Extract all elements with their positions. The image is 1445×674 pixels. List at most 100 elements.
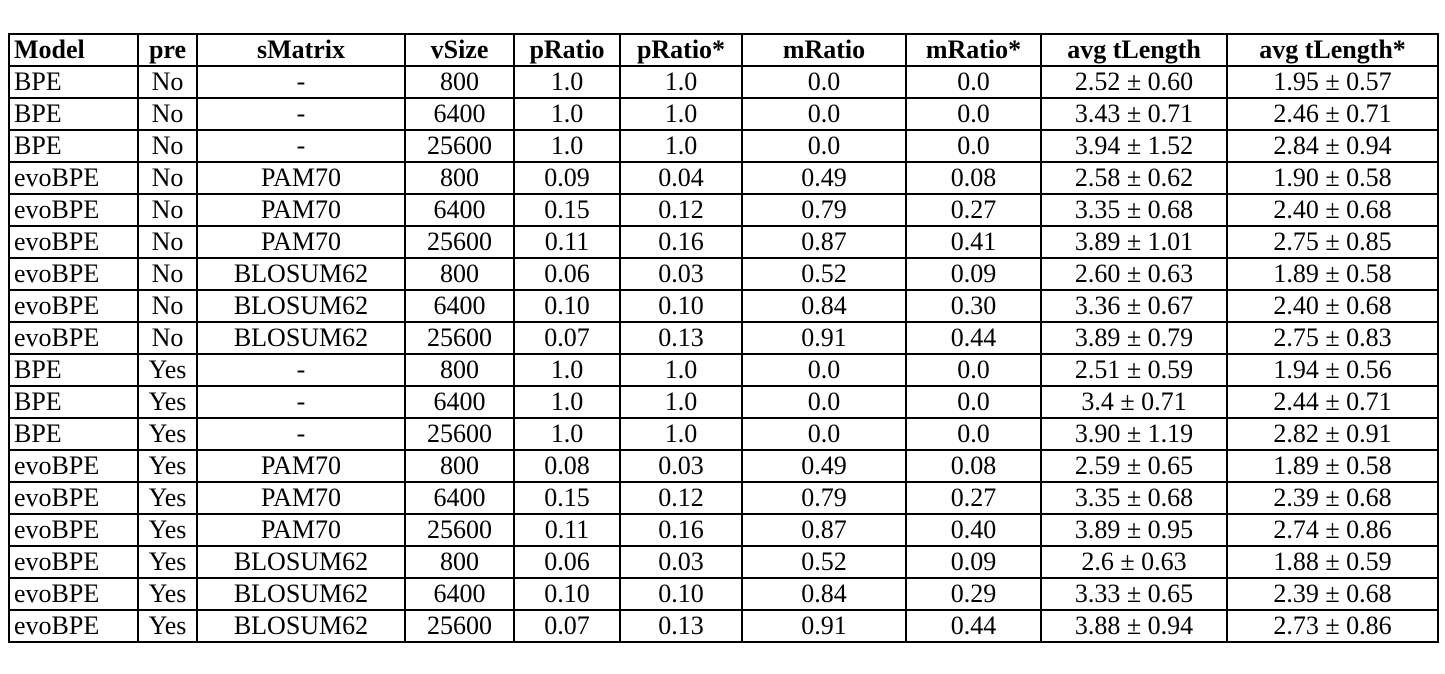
table-cell: BPE	[8, 385, 139, 419]
table-row: evoBPE Yes PAM70 6400 0.15 0.12 0.79 0.27 3.35 ±…	[8, 481, 1439, 515]
table-row: evoBPE Yes BLOSUM62 25600 0.07 0.13 0.91 0.44 3.…	[8, 609, 1439, 643]
table-cell: BLOSUM62	[196, 545, 406, 579]
table-cell: PAM70	[196, 161, 406, 195]
header-row: Model pre sMatrix vSize pRatio pRatio* mRatio m…	[8, 33, 1439, 67]
table-cell: 0.0	[741, 417, 907, 451]
table-cell: 25600	[404, 417, 515, 451]
table-row: evoBPE No BLOSUM62 800 0.06 0.03 0.52 0.09 2.60 …	[8, 257, 1439, 291]
table-cell: 2.39 ± 0.68	[1226, 481, 1439, 515]
table-cell: evoBPE	[8, 321, 139, 355]
table-cell: BLOSUM62	[196, 289, 406, 323]
table-cell: 0.79	[741, 193, 907, 227]
table-cell: 2.44 ± 0.71	[1226, 385, 1439, 419]
table-cell: evoBPE	[8, 257, 139, 291]
table-row: evoBPE Yes PAM70 800 0.08 0.03 0.49 0.08 2.59 ± …	[8, 449, 1439, 483]
table-row: evoBPE No PAM70 800 0.09 0.04 0.49 0.08 2.58 ± 0…	[8, 161, 1439, 195]
table-cell: -	[196, 385, 406, 419]
table-cell: 0.87	[741, 513, 907, 547]
table-cell: 0.0	[905, 97, 1042, 131]
table-cell: evoBPE	[8, 545, 139, 579]
table-cell: 3.33 ± 0.65	[1040, 577, 1228, 611]
table-cell: 1.0	[513, 417, 621, 451]
table-cell: 1.0	[513, 65, 621, 99]
table-row: BPE No -6400 1.0 1.0 0.0 0.0 3.43 ± 0.71 2.46 ± …	[8, 97, 1439, 131]
table-cell: 3.90 ± 1.19	[1040, 417, 1228, 451]
table-cell: PAM70	[196, 481, 406, 515]
table-cell: 6400	[404, 481, 515, 515]
table-cell: 0.0	[905, 353, 1042, 387]
table-cell: 0.10	[619, 289, 743, 323]
table-cell: evoBPE	[8, 609, 139, 643]
table-cell: Yes	[137, 385, 198, 419]
table-cell: -	[196, 417, 406, 451]
table-cell: BPE	[8, 97, 139, 131]
table-cell: 0.10	[513, 577, 621, 611]
table-cell: 25600	[404, 609, 515, 643]
table-cell: 0.16	[619, 513, 743, 547]
table-cell: Yes	[137, 545, 198, 579]
table-cell: 0.10	[513, 289, 621, 323]
table-cell: 0.87	[741, 225, 907, 259]
table-cell: 2.58 ± 0.62	[1040, 161, 1228, 195]
table-cell: 0.03	[619, 449, 743, 483]
table-cell: 3.4 ± 0.71	[1040, 385, 1228, 419]
table-cell: 0.84	[741, 577, 907, 611]
table-cell: evoBPE	[8, 577, 139, 611]
table-cell: 1.0	[619, 353, 743, 387]
table-cell: 25600	[404, 225, 515, 259]
table-cell: 0.09	[905, 545, 1042, 579]
table-cell: PAM70	[196, 225, 406, 259]
table-cell: 0.0	[905, 65, 1042, 99]
table-cell: 0.12	[619, 481, 743, 515]
table-cell: 0.07	[513, 609, 621, 643]
table-cell: 0.29	[905, 577, 1042, 611]
table-cell: Yes	[137, 449, 198, 483]
table-cell: No	[137, 97, 198, 131]
table-cell: 0.41	[905, 225, 1042, 259]
table-cell: 0.49	[741, 449, 907, 483]
table-cell: 1.0	[619, 385, 743, 419]
column-header: Model	[8, 33, 139, 67]
table-cell: 2.6 ± 0.63	[1040, 545, 1228, 579]
table-cell: 3.89 ± 0.95	[1040, 513, 1228, 547]
table-cell: 2.82 ± 0.91	[1226, 417, 1439, 451]
table-cell: BPE	[8, 65, 139, 99]
table-row: evoBPE Yes BLOSUM62 6400 0.10 0.10 0.84 0.29 3.3…	[8, 577, 1439, 611]
table-cell: 0.08	[905, 449, 1042, 483]
table-cell: 0.0	[741, 97, 907, 131]
table-cell: 1.89 ± 0.58	[1226, 257, 1439, 291]
table-cell: 1.0	[513, 97, 621, 131]
table-cell: Yes	[137, 513, 198, 547]
table-cell: 3.89 ± 0.79	[1040, 321, 1228, 355]
table-cell: 0.27	[905, 193, 1042, 227]
table-cell: 2.46 ± 0.71	[1226, 97, 1439, 131]
table-cell: 1.89 ± 0.58	[1226, 449, 1439, 483]
table-cell: 6400	[404, 385, 515, 419]
column-header: vSize	[404, 33, 515, 67]
table-cell: BPE	[8, 353, 139, 387]
table-cell: 800	[404, 353, 515, 387]
table-cell: 0.52	[741, 257, 907, 291]
table-row: BPE No -800 1.0 1.0 0.0 0.0 2.52 ± 0.60 1.95 ± 0…	[8, 65, 1439, 99]
table-cell: 0.03	[619, 257, 743, 291]
table-cell: 2.59 ± 0.65	[1040, 449, 1228, 483]
table-row: BPE Yes -800 1.0 1.0 0.0 0.0 2.51 ± 0.59 1.94 ± …	[8, 353, 1439, 387]
table-cell: 3.35 ± 0.68	[1040, 193, 1228, 227]
table-cell: 0.09	[513, 161, 621, 195]
table-row: evoBPE No PAM70 6400 0.15 0.12 0.79 0.27 3.35 ± …	[8, 193, 1439, 227]
table-cell: evoBPE	[8, 161, 139, 195]
column-header: avg tLength*	[1226, 33, 1439, 67]
table-cell: 1.90 ± 0.58	[1226, 161, 1439, 195]
table-cell: 2.60 ± 0.63	[1040, 257, 1228, 291]
table-cell: 6400	[404, 289, 515, 323]
table-cell: Yes	[137, 609, 198, 643]
table-cell: 1.0	[513, 129, 621, 163]
table-cell: evoBPE	[8, 289, 139, 323]
table-cell: 0.0	[905, 129, 1042, 163]
table-cell: -	[196, 129, 406, 163]
table-cell: No	[137, 225, 198, 259]
table-cell: 800	[404, 161, 515, 195]
table-cell: 0.15	[513, 481, 621, 515]
table-cell: 0.08	[905, 161, 1042, 195]
table-row: evoBPE No BLOSUM62 25600 0.07 0.13 0.91 0.44 3.8…	[8, 321, 1439, 355]
